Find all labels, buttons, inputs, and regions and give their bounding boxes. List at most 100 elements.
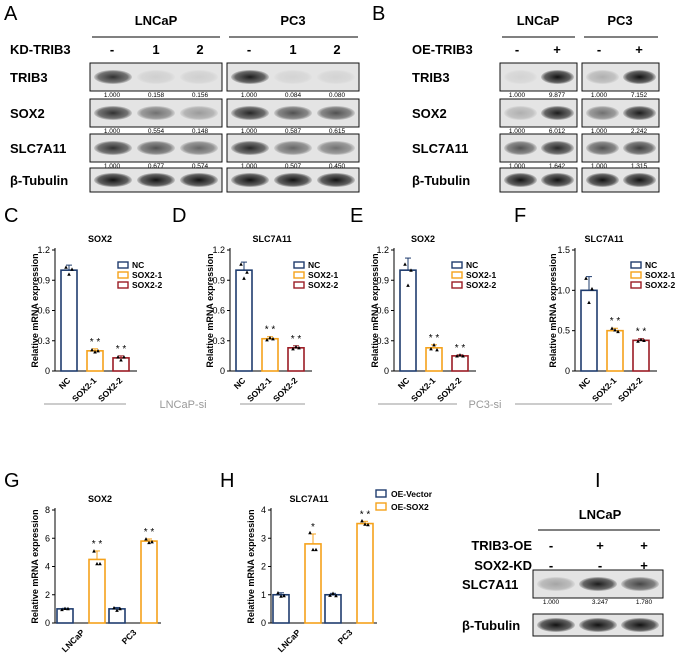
condition-label-kd-trib3: KD-TRIB3	[10, 42, 71, 57]
data-point	[461, 354, 465, 358]
blot-band	[180, 141, 218, 155]
data-point	[642, 338, 646, 342]
bar-oe-sox2	[304, 543, 322, 624]
blot-row-label-tubulin: β-Tubulin	[10, 173, 68, 188]
group-label-pc3-si: PC3-si	[468, 399, 501, 411]
band-quant-value: 1.000	[104, 163, 121, 170]
lane-label: +	[640, 538, 648, 553]
band-quant-value: 0.507	[285, 163, 302, 170]
data-point	[291, 347, 295, 351]
blot-band	[541, 70, 574, 84]
data-point	[115, 608, 119, 612]
y-tick-label: 0	[261, 618, 266, 628]
bar-sox2-1	[606, 329, 624, 372]
y-tick-label: 0.3	[37, 336, 50, 346]
blot-band	[586, 173, 619, 187]
panel-label-f: F	[514, 205, 526, 227]
bar-oe-sox2	[88, 558, 106, 624]
band-quant-value: 1.000	[241, 128, 258, 135]
blot-row-label-sox2: SOX2	[412, 106, 447, 121]
data-point	[279, 594, 283, 598]
blot-band	[537, 577, 575, 591]
band-quant-value: 0.450	[329, 163, 346, 170]
y-tick-label: 8	[45, 505, 50, 515]
y-tick-label: 1.2	[37, 245, 50, 255]
blot-band	[317, 70, 355, 84]
significance-mark: * *	[144, 527, 155, 538]
significance-mark: * *	[610, 316, 621, 327]
data-point	[636, 339, 640, 343]
legend-label: SOX2-2	[132, 280, 163, 290]
blot-band	[623, 70, 656, 84]
blot-band	[274, 106, 312, 120]
y-tick-label: 2	[45, 590, 50, 600]
blot-band	[579, 618, 617, 632]
legend-swatch	[375, 489, 387, 498]
data-point	[150, 539, 154, 544]
legend-swatch	[293, 271, 305, 279]
band-quant-value: 1.315	[631, 163, 648, 170]
blot-band	[231, 70, 269, 84]
data-point	[297, 346, 301, 350]
data-point	[610, 326, 614, 330]
y-tick-label: 0	[384, 366, 389, 376]
lane-label: 2	[333, 42, 340, 57]
y-tick-label: 1	[261, 590, 266, 600]
blot-band	[579, 577, 617, 591]
bar-nc	[235, 269, 253, 372]
lane-label: -	[110, 42, 114, 57]
band-quant-value: 0.554	[148, 128, 165, 135]
lane-label: -	[598, 558, 602, 573]
legend-swatch	[451, 281, 463, 289]
blot-band	[504, 141, 537, 155]
significance-mark: * *	[429, 333, 440, 344]
band-quant-value: 7.152	[631, 92, 648, 99]
condition-label-trib3-oe: TRIB3-OE	[471, 538, 532, 553]
bar-sox2-1	[86, 350, 104, 372]
data-point	[98, 561, 102, 566]
data-point	[112, 605, 116, 610]
data-point	[406, 283, 410, 287]
blot-band	[137, 173, 175, 187]
x-tick-label: NC	[57, 375, 73, 391]
data-point	[64, 265, 68, 269]
data-point	[455, 354, 459, 358]
x-tick-label: NC	[577, 375, 593, 391]
legend-label: OE-SOX2	[391, 502, 429, 512]
condition-label-oe-trib3: OE-TRIB3	[412, 42, 473, 57]
blot-band	[274, 173, 312, 187]
blot-band	[94, 141, 132, 155]
y-tick-label: 0.9	[376, 275, 389, 285]
blot-band	[180, 70, 218, 84]
blot-band	[231, 106, 269, 120]
y-tick-label: 0	[45, 366, 50, 376]
legend-label: SOX2-1	[132, 270, 163, 280]
blot-band	[180, 173, 218, 187]
data-point	[93, 350, 97, 354]
x-tick-label: SOX2-2	[96, 375, 125, 404]
group-label-lncap-si: LNCaP-si	[159, 399, 206, 411]
significance-mark: * *	[291, 334, 302, 345]
blot-band	[586, 70, 619, 84]
data-point	[613, 328, 617, 332]
band-quant-value: 1.000	[591, 163, 608, 170]
band-quant-value: 0.158	[148, 92, 165, 99]
data-point	[245, 270, 249, 274]
band-quant-value: 0.677	[148, 163, 165, 170]
band-quant-value: 6.012	[549, 128, 566, 135]
blot-band	[623, 106, 656, 120]
band-quant-value: 9.877	[549, 92, 566, 99]
significance-mark: *	[311, 522, 315, 533]
data-point	[96, 349, 100, 353]
lane-label: 2	[196, 42, 203, 57]
band-quant-value: 0.156	[192, 92, 209, 99]
y-tick-label: 0.3	[212, 336, 225, 346]
x-tick-label: SOX2-1	[70, 375, 99, 404]
band-quant-value: 1.000	[241, 92, 258, 99]
y-tick-label: 1.2	[212, 245, 225, 255]
x-tick-label: SOX2-2	[616, 375, 645, 404]
blot-band	[94, 173, 132, 187]
lane-label: -	[515, 42, 519, 57]
band-quant-value: 0.080	[329, 92, 346, 99]
